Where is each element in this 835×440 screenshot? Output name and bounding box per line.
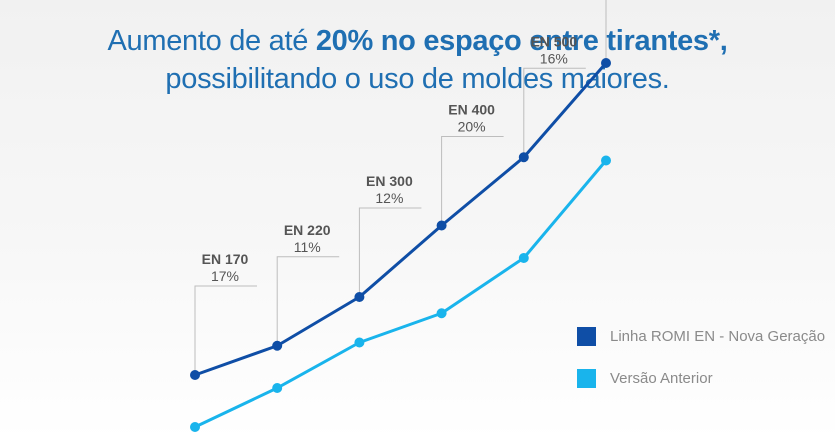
category-label: EN 300 <box>366 173 413 189</box>
data-point-new <box>354 292 365 302</box>
legend-label-new: Linha ROMI EN - Nova Geração <box>610 327 826 345</box>
callout-line <box>276 256 340 346</box>
chart-title: Aumento de até 20% no espaço entre tiran… <box>0 22 835 98</box>
callout-line <box>358 207 422 297</box>
data-point-old <box>518 253 529 263</box>
legend-swatch-old <box>577 368 596 388</box>
legend-item-old: Versão Anterior <box>577 367 825 389</box>
percent-label: 11% <box>294 239 321 255</box>
legend-swatch-new <box>577 326 596 346</box>
callout-line <box>605 0 607 63</box>
title-regular: Aumento de até <box>107 25 316 57</box>
category-label: EN 400 <box>448 102 495 118</box>
legend-item-new: Linha ROMI EN - Nova Geração <box>577 325 825 347</box>
callout-line <box>523 67 586 158</box>
data-point-new <box>190 370 200 380</box>
data-point-old <box>436 308 447 319</box>
data-point-old <box>601 155 611 166</box>
series-points <box>190 58 611 432</box>
legend: Linha ROMI EN - Nova Geração Versão Ante… <box>577 325 825 409</box>
data-point-old <box>354 337 365 348</box>
series-line-new <box>194 62 608 377</box>
series-line-old <box>194 159 608 429</box>
legend-label-old: Versão Anterior <box>610 369 713 387</box>
title-line-2: possibilitando o uso de moldes maiores. <box>165 63 670 95</box>
category-label: EN 170 <box>202 251 249 267</box>
percent-label: 12% <box>375 190 403 206</box>
data-point-old <box>190 422 200 432</box>
percent-label: 16% <box>540 50 568 66</box>
category-label: EN 220 <box>284 222 331 238</box>
callout-line <box>194 285 257 375</box>
callout-line <box>441 136 504 226</box>
category-label: EN 500 <box>530 33 577 49</box>
title-line-1: Aumento de até 20% no espaço entre tiran… <box>0 22 835 60</box>
percent-label: 20% <box>458 119 486 135</box>
data-point-new <box>601 58 611 68</box>
data-point-new <box>272 340 283 351</box>
data-point-new <box>518 152 529 163</box>
series-lines <box>194 62 608 429</box>
title-bold: 20% no espaço entre tirantes*, <box>315 25 728 57</box>
data-point-new <box>436 220 447 231</box>
data-point-old <box>272 383 283 393</box>
percent-label: 17% <box>211 268 239 284</box>
